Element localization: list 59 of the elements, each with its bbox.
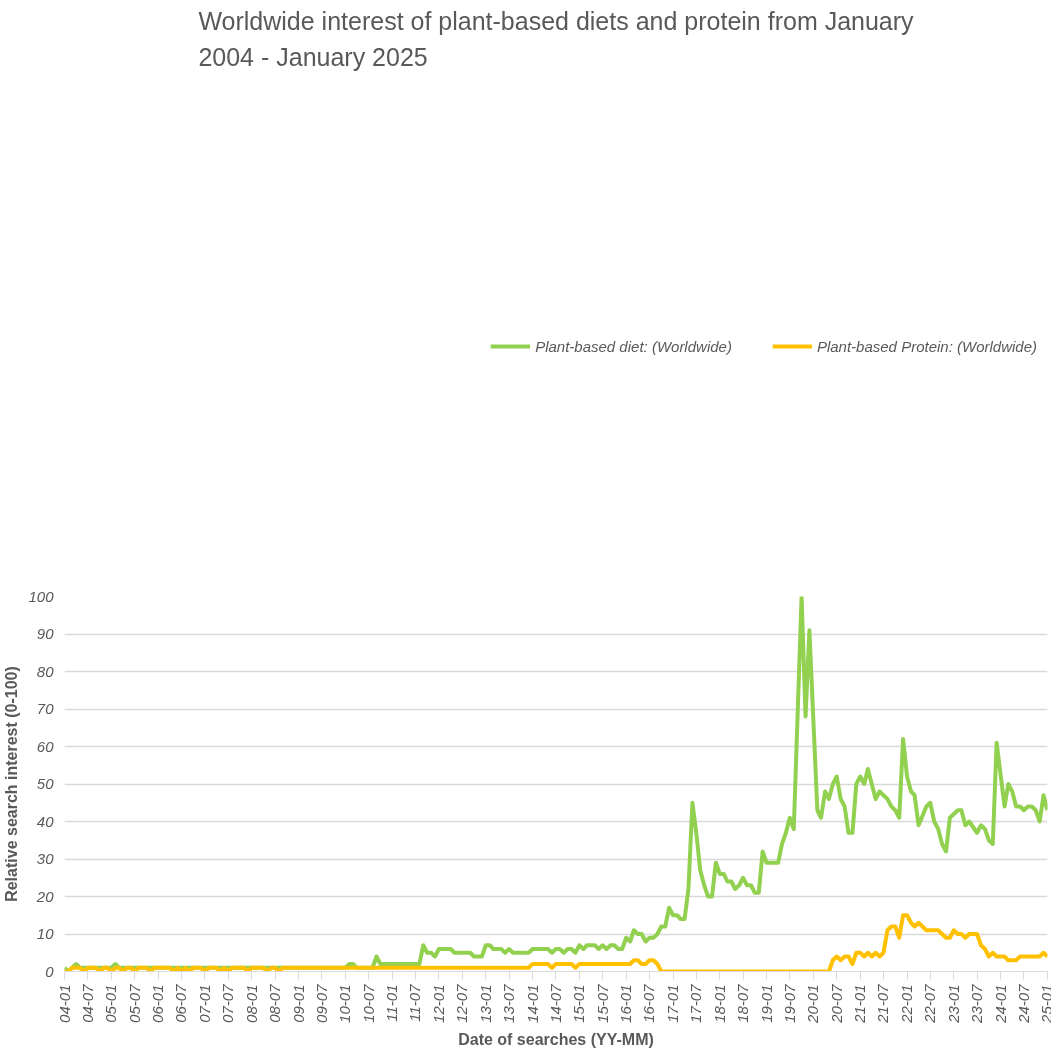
y-tick-label: 60 [36,737,55,755]
y-tick-label: 90 [36,625,55,642]
y-tick-label: 0 [45,962,55,980]
y-tick-label: 70 [36,700,55,717]
y-tick-label: 10 [36,925,55,942]
x-tick-label: 11-07 [406,983,424,1022]
y-tick-label: 100 [28,587,55,605]
y-tick-label: 30 [36,850,55,867]
x-tick-label: 18-01 [710,984,728,1023]
x-tick-label: 17-01 [664,984,682,1023]
y-tick-label: 50 [36,775,55,792]
x-tick-label: 14-07 [546,983,564,1023]
x-tick-label: 18-07 [734,983,752,1023]
x-tick-label: 16-01 [617,984,635,1023]
x-tick-label: 07-07 [219,983,237,1023]
x-tick-label: 22-07 [921,983,939,1024]
x-tick-label: 21-07 [874,983,892,1024]
x-tick-label: 04-07 [78,983,96,1023]
x-tick-label: 21-01 [851,984,869,1024]
x-tick-label: 23-01 [944,984,962,1024]
x-tick-label: 12-07 [453,983,471,1023]
x-tick-label: 23-07 [968,983,986,1024]
chart-title: Worldwide interest of plant-based diets and protein from January 2004 - January 2025 [198,7,915,72]
x-tick-label: 15-01 [570,984,588,1023]
x-tick-label: 07-01 [195,984,213,1023]
y-axis-title: Relative search interest (0-100) [3,666,21,902]
x-tick-label: 09-07 [312,983,330,1023]
x-tick-label: 08-07 [266,983,284,1023]
x-tick-label: 05-07 [125,983,143,1023]
y-tick-label: 40 [36,812,55,830]
x-tick-label: 13-01 [476,984,494,1023]
x-tick-label: 19-01 [757,984,775,1023]
x-tick-label: 10-01 [336,984,354,1023]
x-tick-label: 17-07 [687,983,705,1023]
x-tick-label: 25-01 [1037,984,1051,1024]
x-tick-label: 12-01 [429,984,447,1023]
x-tick-label: 10-07 [359,983,377,1023]
x-tick-label: 16-07 [640,983,658,1023]
x-tick-label: 05-01 [102,984,120,1023]
x-tick-label: 06-07 [172,983,190,1023]
x-tick-label: 11-01 [383,984,401,1022]
x-tick-label: 20-07 [827,983,845,1024]
x-tick-label: 14-01 [523,984,541,1023]
x-tick-label: 08-01 [242,984,260,1023]
x-tick-label: 09-01 [289,984,307,1023]
x-tick-label: 20-01 [804,984,822,1024]
legend-label: Plant-based diet: (Worldwide) [535,337,732,355]
x-tick-label: 06-01 [149,984,167,1023]
x-tick-label: 22-01 [898,984,916,1024]
x-tick-label: 24-07 [1014,983,1032,1024]
legend-label: Plant-based Protein: (Worldwide) [816,337,1037,355]
x-tick-label: 19-07 [780,983,798,1023]
x-tick-label: 24-01 [991,984,1009,1024]
y-tick-label: 20 [35,887,55,905]
x-tick-label: 04-01 [55,984,73,1023]
x-axis-title: Date of searches (YY-MM) [458,1030,654,1048]
x-tick-label: 15-07 [593,983,611,1023]
x-tick-label: 13-07 [500,983,518,1023]
y-tick-label: 80 [36,662,55,680]
